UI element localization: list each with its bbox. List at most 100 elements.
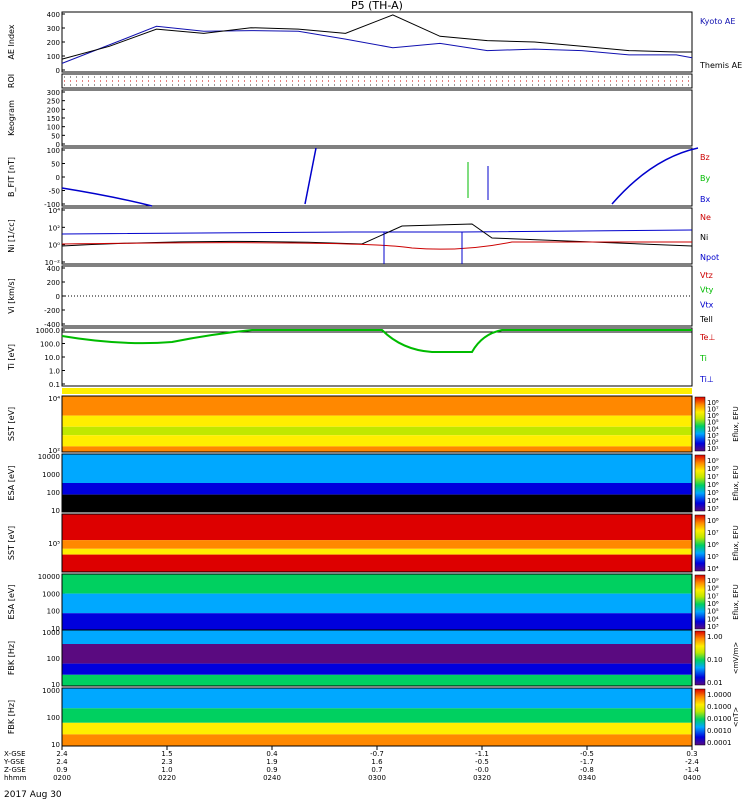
spec5-cbar-tick: 0.01: [707, 679, 723, 687]
spec1-band: [62, 426, 692, 436]
spec5-band: [62, 663, 692, 675]
spec5-cbar-tick: 0.10: [707, 656, 723, 664]
xaxis-value: 0.9: [266, 766, 277, 774]
spec6-band: [62, 688, 692, 709]
xaxis-value: 0320: [473, 774, 491, 782]
spec2-ylabel: ESA [eV]: [7, 466, 16, 501]
density-legend-1: Ni: [700, 233, 708, 242]
spec3-cbar-label: Eflux, EFU: [732, 525, 740, 560]
spec6-cbar-tick: 0.0001: [707, 739, 732, 747]
spec4-band: [62, 593, 692, 614]
density-ylabel: Ni [1/cc]: [7, 219, 16, 253]
date-label: 2017 Aug 30: [4, 790, 62, 800]
spec4-ytick-label: 10000: [38, 573, 60, 581]
xaxis-value: 0220: [158, 774, 176, 782]
spec5-band: [62, 644, 692, 664]
temperature-legend-0: Te⊥: [699, 333, 715, 342]
xaxis-row-label: hhmm: [4, 774, 27, 782]
bfit-ylabel: B_FIT [nT]: [7, 157, 16, 197]
spec3-cbar-tick: 10⁷: [707, 529, 719, 537]
spec6-cbar-tick: 1.0000: [707, 691, 732, 699]
spec6-band: [62, 708, 692, 723]
keogram-ytick-label: 100: [47, 124, 60, 132]
spec1-band: [62, 435, 692, 447]
spec5-band: [62, 630, 692, 644]
velocity-legend-3: Tell: [699, 315, 713, 324]
spec4-cbar-tick: 10⁶: [707, 600, 719, 608]
xaxis-value: 2.3: [161, 758, 172, 766]
density-ytick-label: 10⁰: [48, 242, 60, 250]
xaxis-value: -1.4: [685, 766, 699, 774]
xaxis-value: 0.9: [56, 766, 67, 774]
spec3-ytick-label: 10⁵: [48, 540, 60, 548]
spec3-cbar-tick: 10⁴: [707, 565, 719, 573]
xaxis-value: 1.6: [371, 758, 383, 766]
spec2-cbar-tick: 10³: [707, 505, 719, 513]
ae-legend-0: Kyoto AE: [700, 17, 735, 26]
spec1-ytick-label: 10²: [48, 447, 60, 455]
temperature-legend-1: Ti: [699, 354, 707, 363]
temperature-ytick-label: 0.1: [49, 381, 60, 389]
temperature-ylabel: Ti [eV]: [7, 344, 16, 371]
bfit-legend-0: Bz: [700, 153, 710, 162]
ae-ytick-label: 400: [47, 11, 60, 19]
spec2-band: [62, 483, 692, 495]
spec2-cbar-label: Eflux, EFU: [732, 465, 740, 500]
xaxis-value: -1.1: [475, 750, 489, 758]
keogram-ytick-label: 300: [47, 89, 60, 97]
temperature-ytick-label: 1.0: [49, 368, 60, 376]
xaxis-value: 0.3: [686, 750, 697, 758]
xaxis-value: 0400: [683, 774, 701, 782]
spec2-ytick-label: 1000: [42, 471, 60, 479]
density-ytick-label: 10⁻²: [45, 259, 61, 267]
xaxis-value: -0.5: [580, 750, 594, 758]
xaxis-row-label: X-GSE: [4, 750, 26, 758]
density-ytick-label: 10²: [48, 224, 60, 232]
spec4-ytick-label: 1000: [42, 590, 60, 598]
spec2-cbar-tick: 10⁴: [707, 497, 719, 505]
temperature-legend-2: Ti⊥: [699, 375, 714, 384]
spec1-band: [62, 446, 692, 452]
spec2-cbar-tick: 10⁶: [707, 481, 719, 489]
xaxis-value: 0200: [53, 774, 71, 782]
temperature-panel-frame: [61, 327, 693, 387]
spec3-band: [62, 514, 692, 541]
spec6-cbar-tick: 0.0010: [707, 727, 732, 735]
spec2-ytick-label: 100: [47, 489, 60, 497]
xaxis-value: -0.7: [370, 750, 384, 758]
ae-series-1: [61, 14, 692, 60]
spec6-ytick-label: 100: [47, 714, 60, 722]
ae-ylabel: AE Index: [7, 24, 16, 59]
spec4-cbar-label: Eflux, EFU: [732, 584, 740, 619]
spec2-frame: [61, 453, 693, 513]
spec6-colorbar: [694, 688, 706, 746]
spec4-cbar-tick: 10⁹: [707, 577, 719, 585]
spec5-cbar-tick: 1.00: [707, 633, 723, 641]
ti-line: [61, 329, 692, 353]
spec1-cbar-tick: 10⁷: [707, 406, 719, 414]
spec4-ylabel: ESA [eV]: [7, 585, 16, 620]
spec3-cbar-tick: 10⁵: [707, 553, 719, 561]
bx-curve: [611, 147, 699, 205]
spec2-cbar-tick: 10⁹: [707, 457, 719, 465]
temperature-ytick-label: 10.0: [44, 354, 60, 362]
spec2-ytick-label: 10: [51, 507, 60, 515]
spec3-cbar-tick: 10⁸: [707, 517, 719, 525]
spec2-ytick-label: 10000: [38, 453, 60, 461]
spec2-band: [62, 494, 692, 512]
spec1-cbar-label: Eflux, EFU: [732, 406, 740, 441]
spec5-colorbar: [694, 630, 706, 686]
spec2-cbar-tick: 10⁸: [707, 465, 719, 473]
spec4-cbar-tick: 10⁴: [707, 615, 719, 623]
ne-line: [61, 241, 692, 250]
xaxis-value: 2.4: [56, 750, 68, 758]
spec1-ytick-label: 10⁴: [48, 395, 60, 403]
spec1-cbar-tick: 10¹: [707, 445, 719, 453]
xaxis-value: -0.0: [475, 766, 489, 774]
spec1-ylabel: SST [eV]: [7, 407, 16, 441]
roi-panel-frame: [61, 73, 693, 89]
velocity-ytick-label: 200: [47, 279, 60, 287]
density-ytick-label: 10⁴: [48, 207, 60, 215]
